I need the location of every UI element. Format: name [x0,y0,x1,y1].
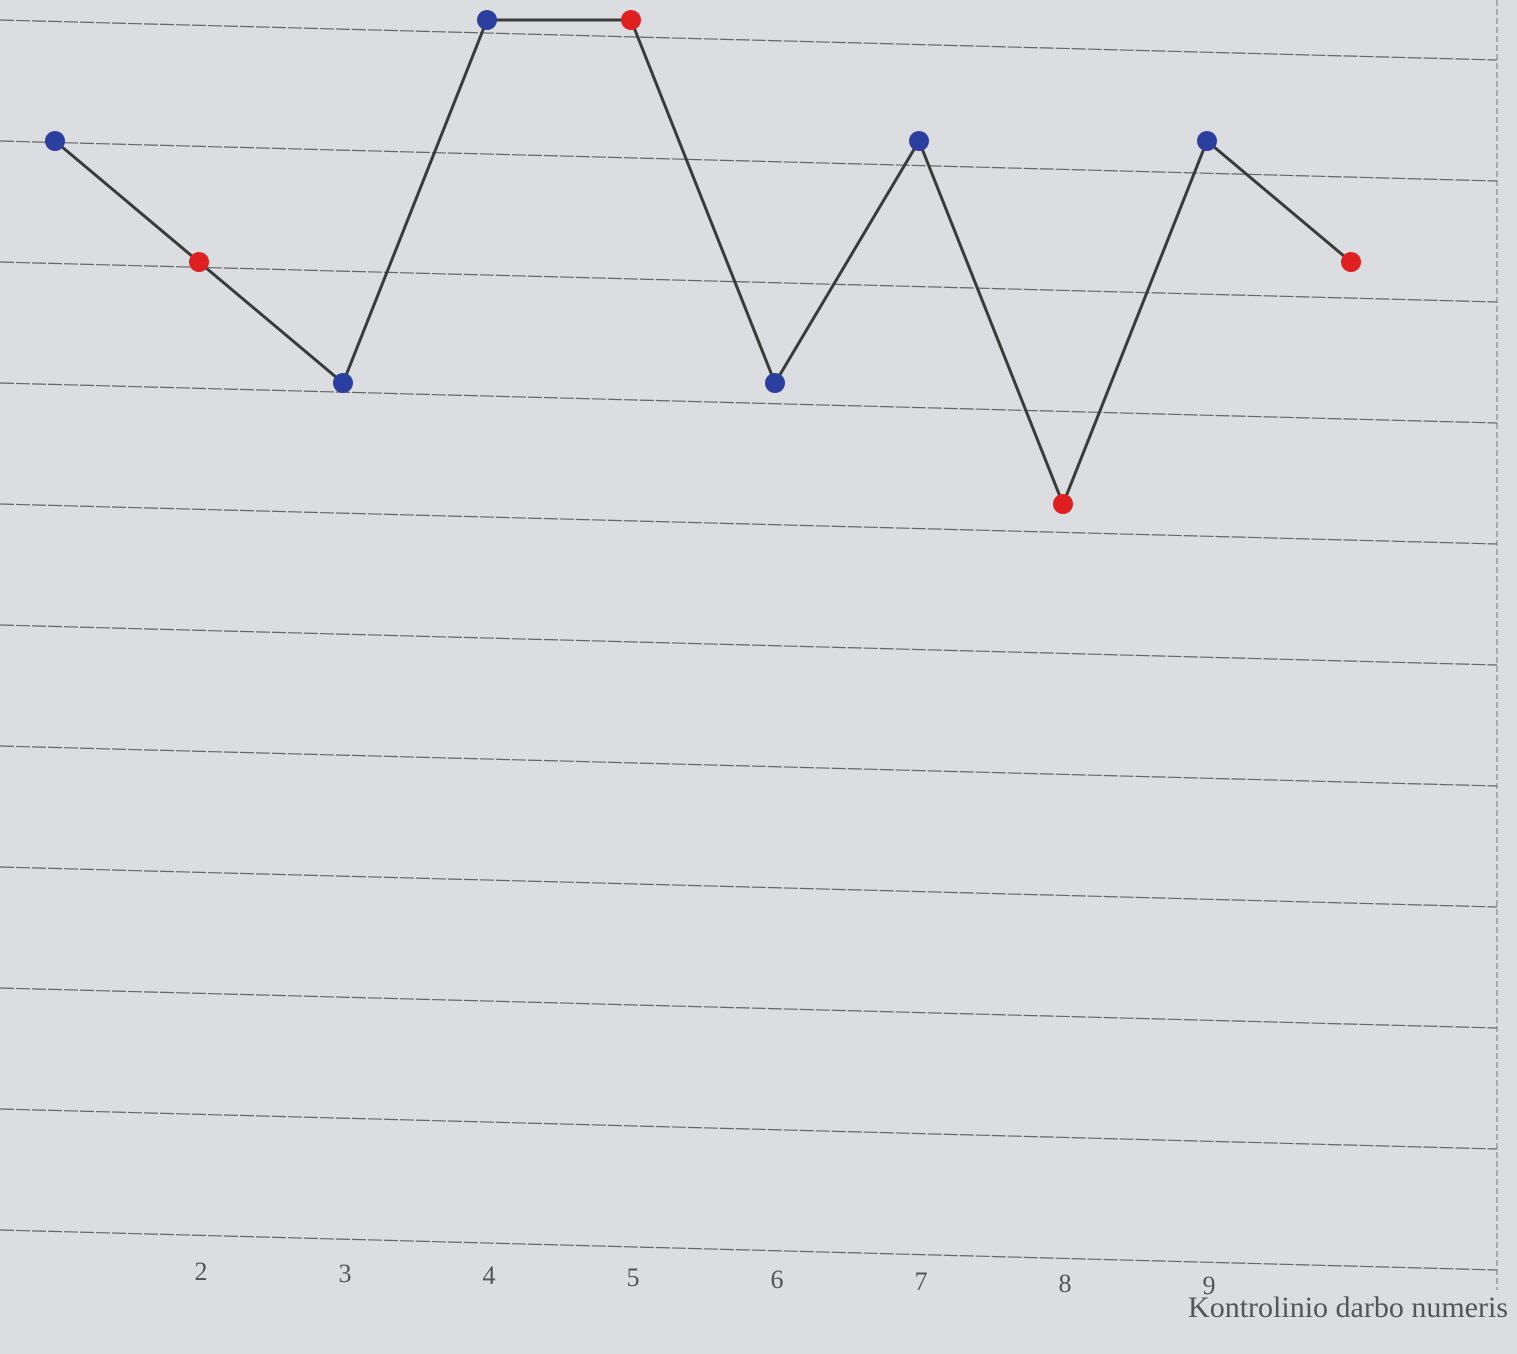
grid-line [0,140,1498,182]
point [1341,252,1361,272]
point [909,131,929,151]
x-tick-label: 5 [627,1263,640,1292]
x-tick-label: 3 [339,1259,352,1288]
point [1197,131,1217,151]
line [54,18,1352,509]
x-tick-label: 7 [915,1267,928,1296]
x-axis-label: Kontrolinio darbo numeris [1188,1291,1508,1324]
grid-line [0,987,1498,1029]
grid-line [0,503,1498,545]
grid-line [0,382,1498,424]
grid-line [0,745,1498,787]
grid-line [0,1108,1498,1150]
grid-line [0,1229,1498,1271]
x-tick-label: 4 [483,1261,496,1290]
point [189,252,209,272]
point [45,131,65,151]
x-tick-label: 6 [771,1265,784,1294]
x-tick-label: 2 [195,1257,208,1286]
grid-line [0,866,1498,908]
grid-line [0,624,1498,666]
grid-line [0,19,1498,61]
grid-line [0,261,1498,303]
point [621,10,641,30]
point [333,373,353,393]
point [477,10,497,30]
point [1053,494,1073,514]
x-tick-label: 8 [1059,1269,1072,1298]
x-tick-label: 9 [1203,1271,1216,1300]
point [765,373,785,393]
